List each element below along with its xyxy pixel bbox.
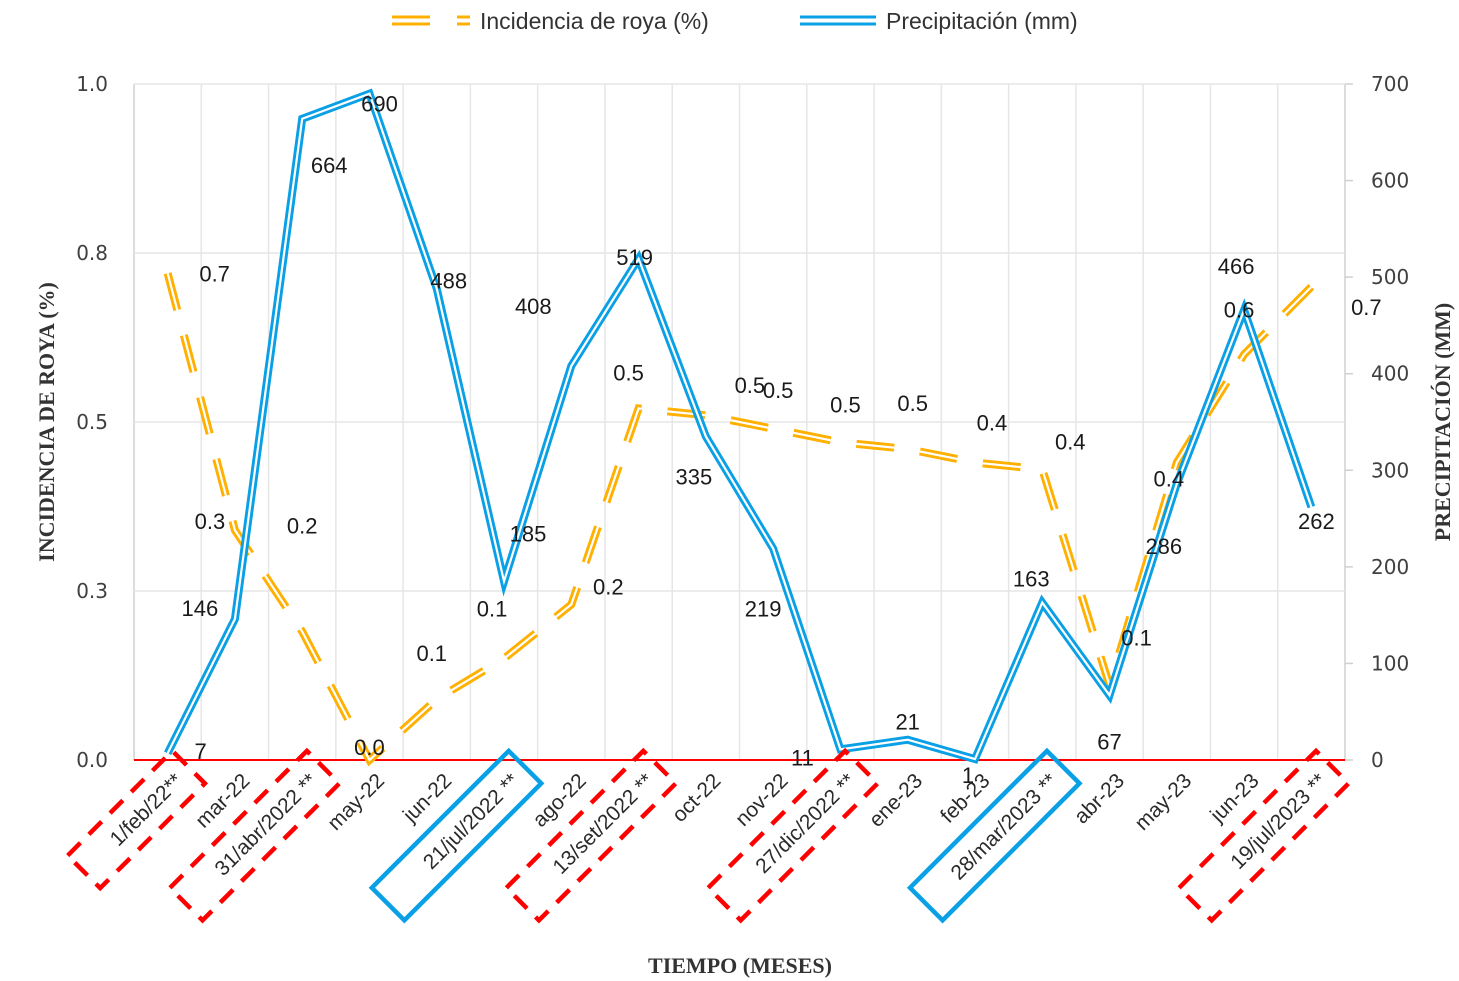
incidencia-data-label: 0.2 — [593, 575, 624, 600]
precipitacion-data-label: 11 — [791, 745, 814, 770]
precipitacion-data-label: 335 — [676, 464, 713, 489]
precipitacion-data-label: 67 — [1097, 729, 1121, 754]
precipitacion-data-label: 466 — [1218, 254, 1255, 279]
precipitacion-data-label: 286 — [1145, 534, 1182, 559]
highlight-box-red-dashed — [166, 747, 343, 924]
incidencia-data-label: 0.5 — [830, 392, 861, 417]
y-axis-title: INCIDENCIA DE ROYA (%) — [34, 282, 59, 562]
highlight-box-blue — [906, 747, 1083, 924]
y2-tick-label: 700 — [1371, 72, 1409, 96]
precipitacion-data-label: 219 — [745, 597, 782, 622]
category-tick-label: ene-23 — [865, 769, 928, 832]
incidencia-data-label: 0.5 — [735, 373, 766, 398]
y-tick-label: 0.3 — [76, 579, 108, 603]
incidencia-data-label: 0.3 — [195, 509, 226, 534]
precipitacion-data-label: 262 — [1298, 509, 1335, 534]
category-label-group: nov-22 — [731, 769, 793, 831]
category-tick-label: may-22 — [323, 769, 389, 835]
legend-entry-precipitacion[interactable]: Precipitación (mm) — [800, 8, 1078, 34]
incidencia-data-label: 0.0 — [354, 735, 385, 760]
precipitacion-data-label: 519 — [616, 245, 653, 270]
category-tick-label: may-23 — [1131, 769, 1197, 835]
precipitacion-data-label: 1 — [962, 763, 974, 788]
category-label-group: 27/dic/2022 ** — [705, 747, 881, 924]
incidencia-data-label: 0.4 — [977, 411, 1008, 436]
precipitacion-data-label: 690 — [361, 92, 398, 117]
y2-tick-label: 0 — [1371, 748, 1384, 772]
category-tick-label: 1/feb/22** — [106, 769, 187, 850]
incidencia-data-label: 0.1 — [416, 641, 447, 666]
y-tick-label: 0.0 — [76, 748, 108, 772]
precipitacion-data-label: 163 — [1013, 567, 1050, 592]
category-label-group: 28/mar/2023 ** — [906, 747, 1083, 924]
incidencia-data-label: 0.1 — [477, 597, 508, 622]
legend-entry-incidencia[interactable]: Incidencia de roya (%) — [392, 8, 709, 34]
category-label-group: abr-23 — [1070, 769, 1129, 828]
incidencia-data-label: 0.2 — [287, 514, 318, 539]
incidencia-data-label: 0.4 — [1055, 429, 1086, 454]
highlight-box-red-dashed — [705, 747, 881, 924]
precipitacion-data-label: 408 — [515, 294, 552, 319]
incidencia-data-label: 0.7 — [199, 261, 230, 286]
precipitacion-data-label: 21 — [895, 710, 919, 735]
series-lines — [163, 88, 1316, 767]
precipitacion-series — [164, 88, 1316, 764]
y2-tick-label: 200 — [1371, 555, 1409, 579]
y2-tick-label: 600 — [1371, 169, 1409, 193]
category-tick-label: oct-22 — [668, 769, 726, 827]
legend-swatch-dashed-orange — [392, 15, 470, 26]
precipitacion-data-label: 146 — [182, 596, 219, 621]
incidencia-data-label: 0.5 — [613, 360, 644, 385]
data-labels: 0.70.3 0.20.00.10.10.20.50.50.50.5 0.50.40… — [182, 92, 1382, 788]
category-tick-label: jun-23 — [1205, 769, 1263, 827]
y-tick-label: 0.5 — [76, 410, 108, 434]
left-axis-ticks: 0.0 0.3 0.5 0.8 1.0 — [76, 72, 108, 772]
category-label-group: jun-23 — [1205, 769, 1263, 827]
y-tick-label: 0.8 — [76, 241, 108, 265]
y2-tick-label: 300 — [1371, 458, 1409, 482]
category-tick-label: abr-23 — [1070, 769, 1129, 828]
legend: Incidencia de roya (%) Precipitación (mm… — [392, 8, 1078, 34]
legend-swatch-double-blue — [800, 15, 876, 26]
y2-tick-label: 100 — [1371, 651, 1409, 675]
category-tick-label: jun-22 — [398, 769, 456, 827]
precipitacion-data-label: 185 — [510, 521, 547, 546]
gridlines — [133, 83, 1353, 761]
category-label-group: 19/jul/2023 ** — [1175, 747, 1352, 924]
y2-tick-label: 400 — [1371, 362, 1409, 386]
legend-label-precipitacion: Precipitación (mm) — [886, 8, 1078, 34]
y2-axis-title: PRECIPITACIÓN (MM) — [1430, 303, 1455, 542]
highlight-box-red-dashed — [64, 747, 209, 892]
category-label-group: may-23 — [1131, 769, 1197, 835]
incidencia-data-label: 0.1 — [1121, 626, 1152, 651]
highlight-box-red-dashed — [503, 747, 679, 924]
incidencia-data-label: 0.5 — [763, 378, 794, 403]
highlight-box-red-dashed — [1175, 747, 1352, 924]
incidencia-data-label: 0.5 — [897, 391, 928, 416]
legend-label-incidencia: Incidencia de roya (%) — [480, 8, 709, 34]
precipitacion-data-label: 488 — [430, 269, 467, 294]
x-axis-title: TIEMPO (MESES) — [648, 953, 832, 978]
highlight-box-blue — [368, 747, 545, 924]
incidencia-data-label: 0.6 — [1224, 297, 1255, 322]
right-axis-ticks: 0 100 200 300 400 500 600 700 — [1371, 72, 1409, 772]
incidencia-data-label: 0.7 — [1351, 295, 1382, 320]
y2-tick-label: 500 — [1371, 265, 1409, 289]
precipitacion-data-label: 664 — [311, 153, 348, 178]
category-label-group: oct-22 — [668, 769, 726, 827]
incidencia-data-label: 0.4 — [1154, 467, 1185, 492]
category-label-group: jun-22 — [398, 769, 456, 827]
y-tick-label: 1.0 — [76, 72, 108, 96]
category-label-group: may-22 — [323, 769, 389, 835]
precipitacion-line-inner — [166, 92, 1313, 761]
category-tick-label: nov-22 — [731, 769, 793, 831]
precipitacion-data-label: 7 — [195, 739, 207, 764]
category-label-group: ene-23 — [865, 769, 928, 832]
